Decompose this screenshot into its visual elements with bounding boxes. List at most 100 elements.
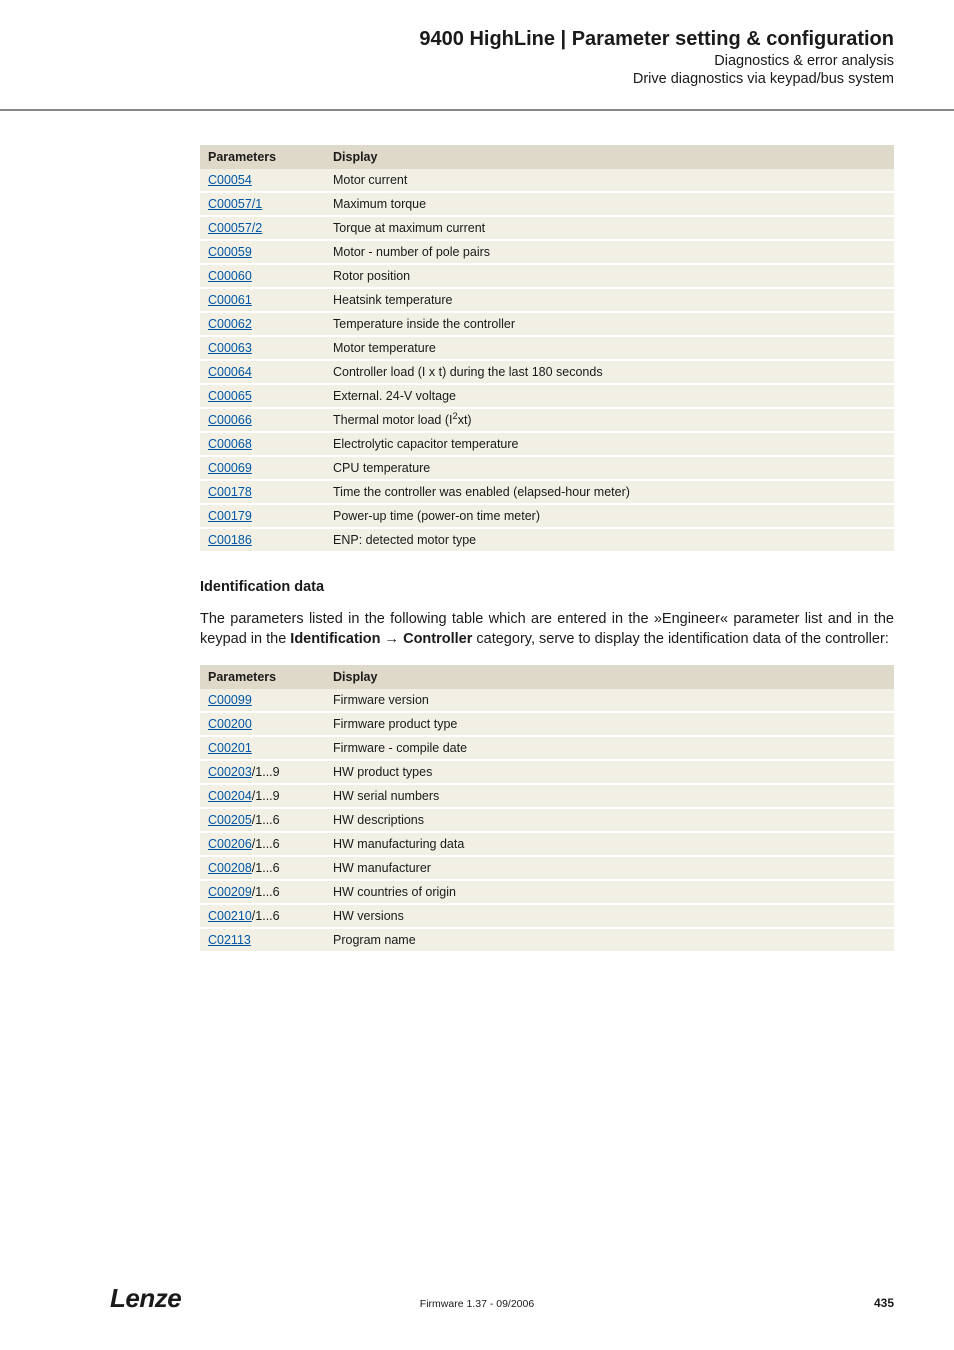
table-row: C00204/1...9HW serial numbers (200, 784, 894, 808)
footer-page-number: 435 (874, 1296, 894, 1310)
table-row: C00201 Firmware - compile date (200, 736, 894, 760)
page-subtitle-2: Drive diagnostics via keypad/bus system (0, 71, 894, 87)
param-suffix: /1...6 (252, 837, 280, 851)
table-row: C00054 Motor current (200, 169, 894, 192)
param-link[interactable]: C00208 (208, 861, 252, 875)
param-link[interactable]: C00210 (208, 909, 252, 923)
page-footer: Lenze Firmware 1.37 - 09/2006 435 (0, 1283, 954, 1314)
display-cell: Maximum torque (325, 192, 894, 216)
param-cell: C00099 (200, 689, 325, 712)
table-row: C00205/1...6HW descriptions (200, 808, 894, 832)
param-cell: C00201 (200, 736, 325, 760)
page-header: 9400 HighLine | Parameter setting & conf… (0, 0, 954, 97)
table-row: C00178 Time the controller was enabled (e… (200, 480, 894, 504)
display-cell: Controller load (I x t) during the last … (325, 360, 894, 384)
param-link[interactable]: C00057/1 (208, 197, 262, 211)
display-cell: Motor current (325, 169, 894, 192)
table-row: C00062Temperature inside the controller (200, 312, 894, 336)
parameters-table-2: Parameters Display C00099Firmware versio… (200, 665, 894, 951)
param-cell: C00210/1...6 (200, 904, 325, 928)
param-link[interactable]: C00200 (208, 717, 252, 731)
param-cell: C00068 (200, 432, 325, 456)
table-row: C00069 CPU temperature (200, 456, 894, 480)
param-cell: C00057/1 (200, 192, 325, 216)
param-link[interactable]: C00099 (208, 693, 252, 707)
section-heading-identification: Identification data (200, 579, 894, 595)
display-cell: Rotor position (325, 264, 894, 288)
param-link[interactable]: C00204 (208, 789, 252, 803)
param-link[interactable]: C00054 (208, 173, 252, 187)
param-link[interactable]: C00205 (208, 813, 252, 827)
table-row: C00066 Thermal motor load (I2xt) (200, 408, 894, 432)
display-cell: HW manufacturing data (325, 832, 894, 856)
param-link[interactable]: C00178 (208, 485, 252, 499)
display-cell: Torque at maximum current (325, 216, 894, 240)
table-row: C00208/1...6HW manufacturer (200, 856, 894, 880)
display-cell: Thermal motor load (I2xt) (325, 408, 894, 432)
param-link[interactable]: C00064 (208, 365, 252, 379)
param-cell: C00206/1...6 (200, 832, 325, 856)
table-row: C00064 Controller load (I x t) during the… (200, 360, 894, 384)
identification-body-text: The parameters listed in the following t… (200, 609, 894, 649)
param-cell: C00054 (200, 169, 325, 192)
display-cell: HW product types (325, 760, 894, 784)
table-row: C00200 Firmware product type (200, 712, 894, 736)
param-link[interactable]: C00066 (208, 413, 252, 427)
body-text-bold2: Controller (403, 631, 472, 647)
param-link[interactable]: C00186 (208, 533, 252, 547)
display-cell: Firmware - compile date (325, 736, 894, 760)
display-cell: Electrolytic capacitor temperature (325, 432, 894, 456)
param-link[interactable]: C00062 (208, 317, 252, 331)
param-link[interactable]: C00057/2 (208, 221, 262, 235)
table-row: C00057/2 Torque at maximum current (200, 216, 894, 240)
param-link[interactable]: C00063 (208, 341, 252, 355)
param-cell: C00205/1...6 (200, 808, 325, 832)
table-row: C00065External. 24-V voltage (200, 384, 894, 408)
display-cell: Power-up time (power-on time meter) (325, 504, 894, 528)
param-link[interactable]: C00068 (208, 437, 252, 451)
display-cell: Firmware product type (325, 712, 894, 736)
page-subtitle-1: Diagnostics & error analysis (0, 53, 894, 69)
table-row: C00061Heatsink temperature (200, 288, 894, 312)
body-text-bold1: Identification (290, 631, 380, 647)
param-link[interactable]: C00203 (208, 765, 252, 779)
page-title: 9400 HighLine | Parameter setting & conf… (0, 28, 894, 51)
param-link[interactable]: C00069 (208, 461, 252, 475)
param-cell: C00061 (200, 288, 325, 312)
table-row: C00186 ENP: detected motor type (200, 528, 894, 551)
param-cell: C02113 (200, 928, 325, 951)
param-link[interactable]: C00201 (208, 741, 252, 755)
footer-firmware-version: Firmware 1.37 - 09/2006 (420, 1298, 534, 1310)
param-link[interactable]: C00060 (208, 269, 252, 283)
table-row: C00060 Rotor position (200, 264, 894, 288)
param-cell: C00209/1...6 (200, 880, 325, 904)
param-suffix: /1...6 (252, 885, 280, 899)
param-cell: C00066 (200, 408, 325, 432)
param-link[interactable]: C00061 (208, 293, 252, 307)
table-row: C00063Motor temperature (200, 336, 894, 360)
display-cell: HW versions (325, 904, 894, 928)
display-cell: Motor - number of pole pairs (325, 240, 894, 264)
param-link[interactable]: C00059 (208, 245, 252, 259)
param-link[interactable]: C00206 (208, 837, 252, 851)
display-cell: Time the controller was enabled (elapsed… (325, 480, 894, 504)
param-cell: C00057/2 (200, 216, 325, 240)
display-cell: HW serial numbers (325, 784, 894, 808)
param-cell: C00179 (200, 504, 325, 528)
param-cell: C00062 (200, 312, 325, 336)
body-text-after: category, serve to display the identific… (472, 631, 888, 647)
param-link[interactable]: C02113 (208, 933, 251, 947)
display-cell: ENP: detected motor type (325, 528, 894, 551)
param-cell: C00178 (200, 480, 325, 504)
param-link[interactable]: C00065 (208, 389, 252, 403)
table-row: C00206/1...6HW manufacturing data (200, 832, 894, 856)
display-cell: Program name (325, 928, 894, 951)
param-cell: C00200 (200, 712, 325, 736)
param-link[interactable]: C00209 (208, 885, 252, 899)
display-cell: HW manufacturer (325, 856, 894, 880)
display-cell: Firmware version (325, 689, 894, 712)
table1-col-display: Display (325, 145, 894, 169)
display-cell: CPU temperature (325, 456, 894, 480)
param-link[interactable]: C00179 (208, 509, 252, 523)
table-row: C00068 Electrolytic capacitor temperature (200, 432, 894, 456)
